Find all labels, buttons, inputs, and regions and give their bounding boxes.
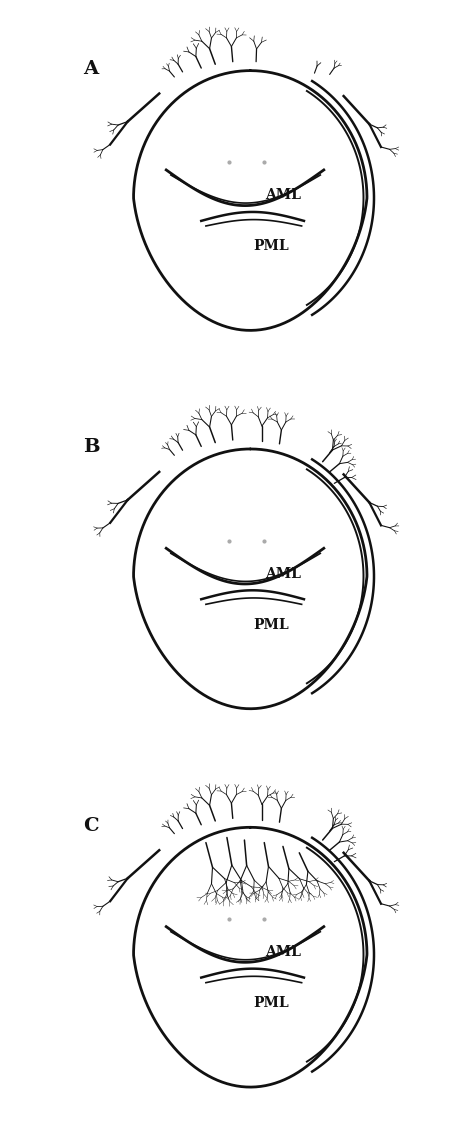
Text: C: C [83,817,99,835]
Text: PML: PML [254,240,289,254]
Text: B: B [83,439,100,457]
Text: AML: AML [265,566,301,581]
Text: A: A [83,61,98,78]
Text: AML: AML [265,946,301,959]
Text: PML: PML [254,996,289,1010]
Text: PML: PML [254,618,289,632]
Text: AML: AML [265,188,301,202]
